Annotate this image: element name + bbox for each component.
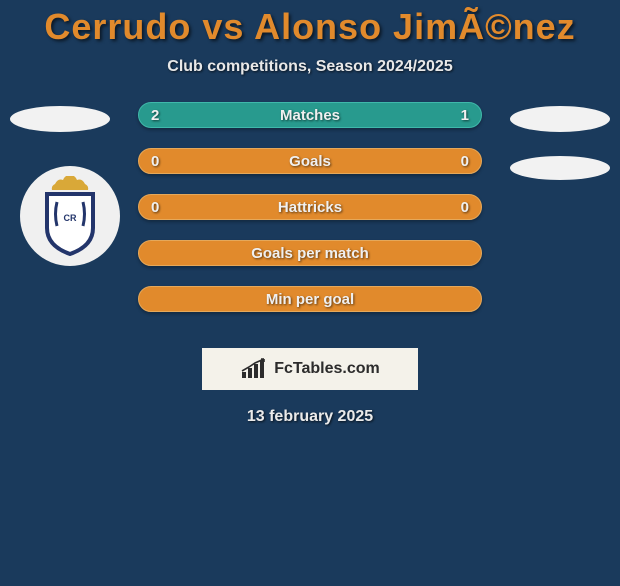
stat-label: Goals per match (251, 245, 369, 262)
stat-value-left: 0 (151, 149, 159, 173)
fctables-logo-icon (240, 358, 268, 380)
stat-label: Matches (280, 107, 340, 124)
stat-bars: 2 1 Matches 0 0 Goals 0 0 Hattricks Goals per mat… (138, 102, 482, 332)
stat-value-right: 0 (461, 149, 469, 173)
player-avatar-right-secondary (510, 156, 610, 180)
stat-bar: Min per goal (138, 286, 482, 312)
player-avatar-left (10, 106, 110, 132)
date: 13 february 2025 (0, 408, 620, 426)
stat-value-right: 0 (461, 195, 469, 219)
stat-bar: Goals per match (138, 240, 482, 266)
subtitle: Club competitions, Season 2024/2025 (0, 58, 620, 76)
stat-value-left: 0 (151, 195, 159, 219)
stat-label: Min per goal (266, 291, 354, 308)
stat-label: Goals (289, 153, 331, 170)
player-avatar-right (510, 106, 610, 132)
svg-text:CR: CR (64, 213, 77, 223)
stat-bar: 0 0 Hattricks (138, 194, 482, 220)
stats-area: CR 2 1 Matches 0 0 Goals 0 0 Hattricks Goals per … (0, 106, 620, 336)
branding-box: FcTables.com (202, 348, 418, 390)
club-shield-icon: CR (35, 176, 105, 256)
stat-value-left: 2 (151, 103, 159, 127)
branding-text: FcTables.com (274, 360, 380, 378)
stat-bar: 2 1 Matches (138, 102, 482, 128)
stat-label: Hattricks (278, 199, 342, 216)
club-badge: CR (20, 166, 120, 266)
stat-bar: 0 0 Goals (138, 148, 482, 174)
stat-value-right: 1 (461, 103, 469, 127)
comparison-title: Cerrudo vs Alonso JimÃ©nez (0, 6, 620, 48)
